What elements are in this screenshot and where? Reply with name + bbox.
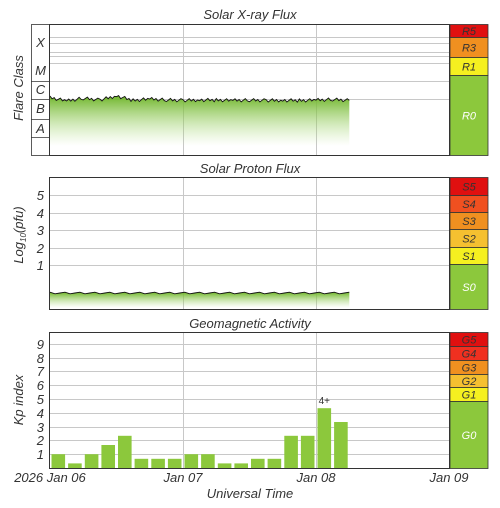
- x-tick-label: Jan 09: [428, 470, 468, 485]
- xray-r-scale: R5 R3 R1 R0: [449, 24, 489, 156]
- scale-label-g1: G1: [462, 390, 477, 402]
- x-axis-ticks: 2026 Jan 06 Jan 07 Jan 08 Jan 09: [13, 470, 468, 485]
- proton-flux-area: [49, 291, 350, 308]
- kp-bar: [184, 454, 199, 468]
- proton-plot-frame: [49, 177, 450, 310]
- x-tick-label: Jan 08: [295, 470, 336, 485]
- class-tick-b: B: [36, 101, 45, 116]
- xray-title: Solar X-ray Flux: [203, 7, 297, 22]
- scale-level-r0: [449, 75, 489, 156]
- xray-grid: [50, 25, 449, 155]
- proton-flux-line: [49, 291, 350, 295]
- proton-tick-1: 1: [37, 258, 44, 273]
- kp-tick-7: 7: [37, 364, 45, 379]
- kp-title: Geomagnetic Activity: [189, 316, 312, 331]
- kp-bar: [201, 454, 215, 468]
- kp-tick-1: 1: [37, 447, 44, 462]
- kp-bar: [334, 422, 348, 468]
- kp-tick-9: 9: [37, 337, 44, 352]
- kp-bar: [317, 408, 332, 468]
- scale-label-r3: R3: [462, 43, 477, 55]
- scale-label-g4: G4: [462, 349, 477, 361]
- proton-tick-3: 3: [37, 223, 45, 238]
- xray-flux-fill: [50, 95, 350, 146]
- scale-label-s3: S3: [462, 216, 476, 228]
- proton-s-scale: S5 S4 S3 S2 S1 S0: [449, 177, 489, 310]
- kp-ylabel: Kp index: [11, 374, 26, 425]
- scale-label-s2: S2: [462, 234, 475, 246]
- kp-tick-4: 4: [37, 406, 44, 421]
- proton-grid: [50, 178, 449, 309]
- kp-bar: [134, 458, 149, 468]
- scale-label-g2: G2: [462, 376, 477, 388]
- kp-bar: [167, 458, 182, 468]
- kp-tick-2: 2: [36, 433, 45, 448]
- proton-y-ticks: 1 2 3 4 5: [36, 188, 45, 273]
- proton-tick-4: 4: [37, 206, 44, 221]
- kp-bar: [151, 458, 165, 468]
- x-tick-label: 2026 Jan 06: [13, 470, 86, 485]
- scale-label-g5: G5: [462, 335, 478, 347]
- kp-bar: [68, 463, 82, 468]
- kp-bar: [84, 454, 99, 468]
- kp-bar: [51, 454, 66, 468]
- xray-ylabel: Flare Class: [11, 55, 26, 121]
- xray-plot-frame: [49, 24, 450, 156]
- xray-flux-line: [49, 95, 350, 103]
- proton-flux-fill: [50, 292, 350, 308]
- kp-bar: [267, 458, 282, 468]
- proton-tick-5: 5: [37, 188, 45, 203]
- kp-bar: [118, 435, 132, 468]
- scale-label-s4: S4: [462, 199, 475, 211]
- scale-label-r5: R5: [462, 26, 477, 38]
- kp-bar: [284, 435, 298, 468]
- scale-label-s5: S5: [462, 182, 476, 194]
- kp-bar: [234, 463, 248, 468]
- kp-bars: 4+: [51, 396, 348, 468]
- scale-level-s0: [449, 264, 489, 310]
- x-axis-label: Universal Time: [207, 486, 294, 501]
- x-tick-label: Jan 07: [162, 470, 203, 485]
- kp-bar: [217, 463, 232, 468]
- kp-bar: [101, 445, 115, 468]
- kp-tick-3: 3: [37, 420, 45, 435]
- scale-label-s1: S1: [462, 251, 475, 263]
- kp-bar: [300, 435, 315, 468]
- scale-label-s0: S0: [462, 282, 476, 294]
- kp-tick-8: 8: [37, 351, 45, 366]
- proton-title: Solar Proton Flux: [200, 161, 301, 176]
- proton-ylabel: Log10(pfu): [11, 206, 28, 263]
- class-tick-m: M: [35, 63, 46, 78]
- proton-tick-2: 2: [36, 241, 45, 256]
- xray-flux-area: [49, 95, 350, 146]
- scale-label-r1: R1: [462, 62, 476, 74]
- class-tick-a: A: [35, 121, 45, 136]
- scale-label-g3: G3: [462, 363, 478, 375]
- kp-panel: Geomagnetic Activity Kp index 123456789 …: [11, 316, 489, 469]
- scale-label-g0: G0: [462, 430, 478, 442]
- class-tick-x: X: [35, 35, 46, 50]
- scale-level-g0: [449, 401, 489, 469]
- kp-tick-6: 6: [37, 378, 45, 393]
- class-tick-c: C: [36, 82, 46, 97]
- kp-tick-5: 5: [37, 392, 45, 407]
- kp-plot-frame: [49, 332, 450, 469]
- kp-max-label: 4+: [319, 396, 331, 407]
- kp-grid: [50, 333, 449, 468]
- kp-bar: [251, 458, 265, 468]
- scale-label-r0: R0: [462, 111, 477, 123]
